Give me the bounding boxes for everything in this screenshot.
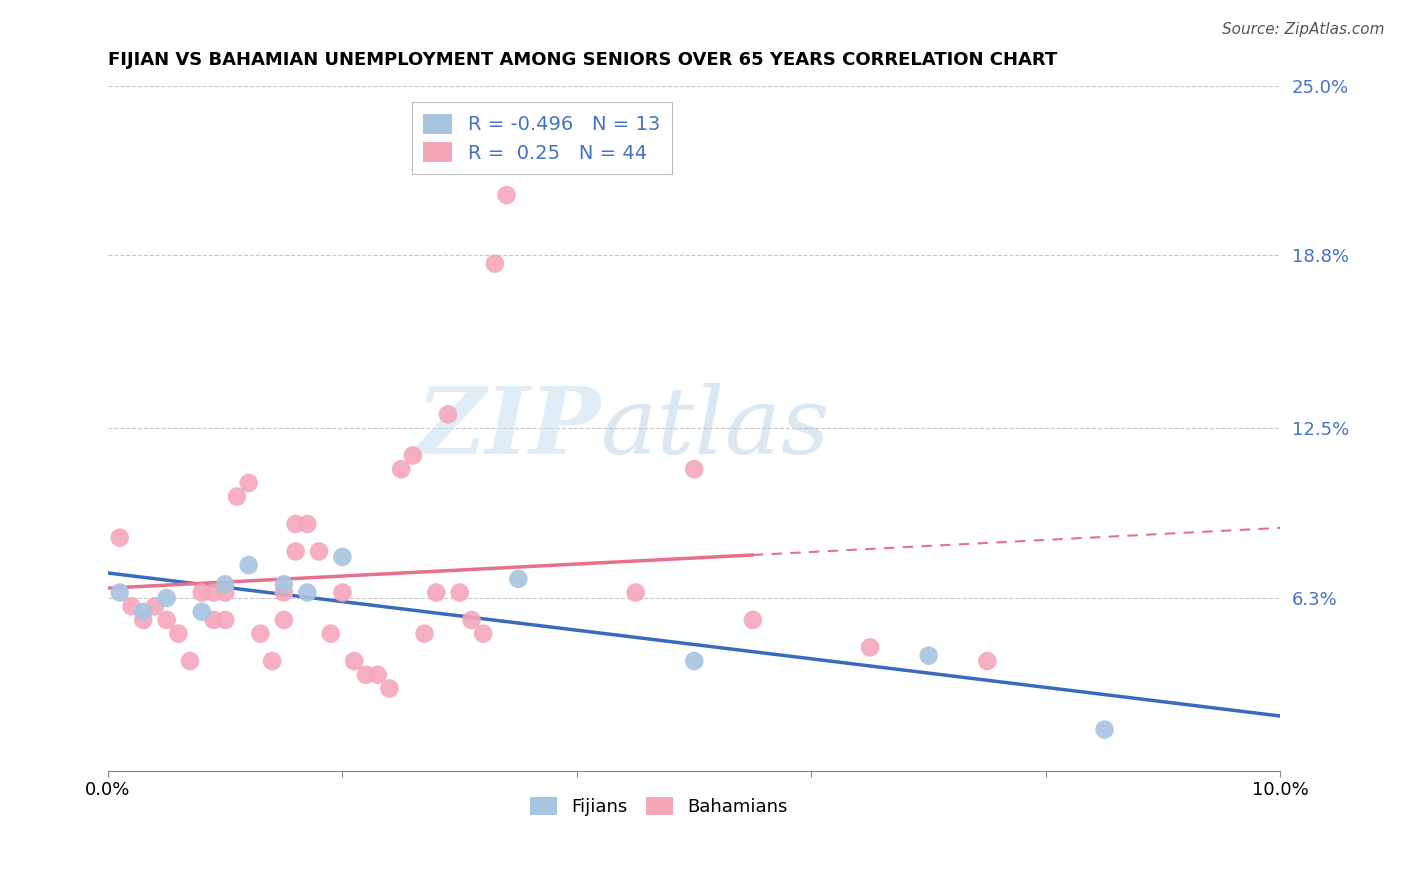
Point [297, 585, 319, 599]
Point [354, 667, 377, 681]
Point [108, 585, 131, 599]
Point [167, 626, 190, 640]
Point [156, 613, 179, 627]
Point [249, 626, 271, 640]
Point [918, 648, 941, 663]
Point [108, 531, 131, 545]
Point [425, 585, 447, 599]
Point [273, 577, 295, 591]
Point [472, 626, 495, 640]
Point [238, 558, 260, 573]
Point [449, 585, 471, 599]
Legend: Fijians, Bahamians: Fijians, Bahamians [523, 789, 796, 823]
Point [214, 585, 236, 599]
Point [179, 654, 201, 668]
Point [284, 516, 307, 531]
Point [191, 585, 214, 599]
Point [202, 585, 225, 599]
Point [976, 654, 998, 668]
Point [1094, 723, 1116, 737]
Point [741, 613, 763, 627]
Point [624, 585, 647, 599]
Point [214, 613, 236, 627]
Point [132, 613, 155, 627]
Point [238, 475, 260, 490]
Text: atlas: atlas [600, 383, 830, 473]
Point [683, 462, 706, 476]
Point [332, 585, 354, 599]
Point [319, 626, 342, 640]
Text: FIJIAN VS BAHAMIAN UNEMPLOYMENT AMONG SENIORS OVER 65 YEARS CORRELATION CHART: FIJIAN VS BAHAMIAN UNEMPLOYMENT AMONG SE… [108, 51, 1057, 69]
Point [367, 667, 389, 681]
Point [378, 681, 401, 696]
Point [297, 516, 319, 531]
Point [226, 490, 249, 504]
Point [273, 613, 295, 627]
Text: ZIP: ZIP [416, 383, 600, 473]
Point [413, 626, 436, 640]
Point [332, 549, 354, 564]
Point [859, 640, 882, 655]
Point [437, 408, 460, 422]
Point [132, 605, 155, 619]
Point [389, 462, 412, 476]
Point [495, 188, 517, 202]
Point [508, 572, 530, 586]
Point [343, 654, 366, 668]
Point [262, 654, 284, 668]
Point [273, 585, 295, 599]
Point [402, 449, 425, 463]
Point [120, 599, 142, 614]
Point [191, 605, 214, 619]
Point [683, 654, 706, 668]
Point [156, 591, 179, 605]
Point [143, 599, 166, 614]
Text: Source: ZipAtlas.com: Source: ZipAtlas.com [1222, 22, 1385, 37]
Point [484, 257, 506, 271]
Point [460, 613, 482, 627]
Point [308, 544, 330, 558]
Point [202, 613, 225, 627]
Point [284, 544, 307, 558]
Point [214, 577, 236, 591]
